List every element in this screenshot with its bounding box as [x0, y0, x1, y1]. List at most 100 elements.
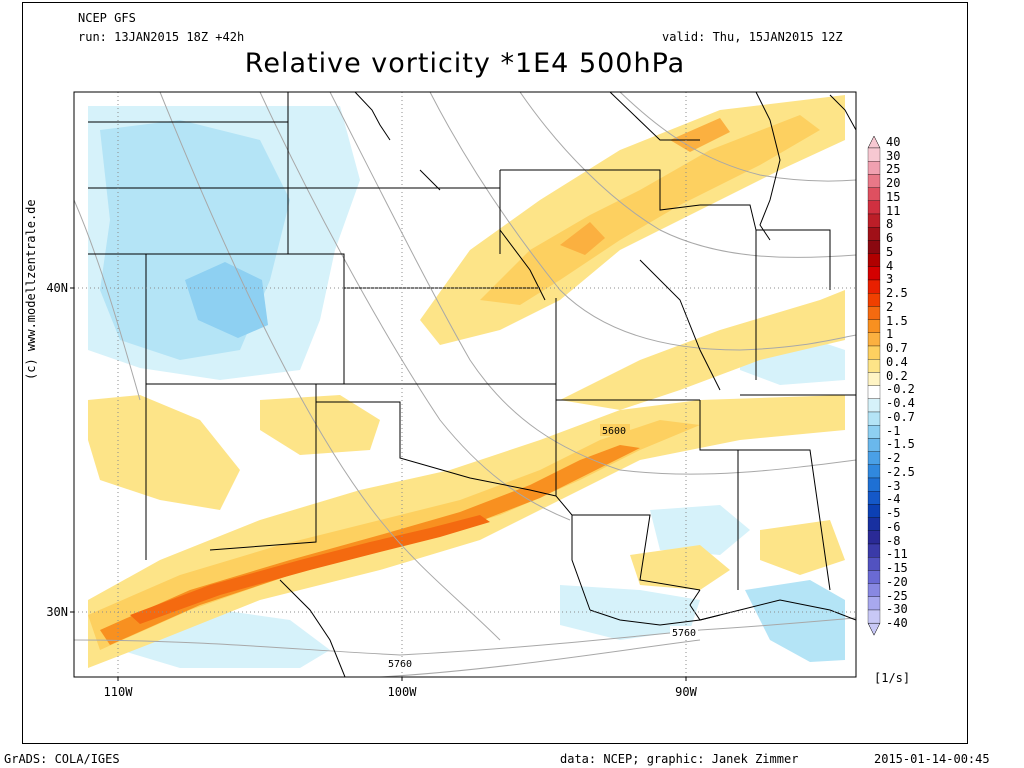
colorbar-tick-label: -30 — [886, 602, 908, 617]
colorbar-tick-label: -1.5 — [886, 437, 915, 452]
colorbar-tick-label: -6 — [886, 519, 901, 534]
colorbar-swatch — [867, 609, 881, 624]
colorbar-tick-label: 11 — [886, 203, 901, 218]
colorbar-tick-label: -11 — [886, 547, 908, 562]
colorbar-swatch — [867, 385, 881, 399]
colorbar-swatch — [867, 530, 881, 545]
colorbar-tick-label: -8 — [886, 533, 901, 548]
colorbar-swatch — [867, 147, 881, 162]
colorbar-swatch — [867, 517, 881, 531]
colorbar-bottom-arrow — [867, 622, 881, 636]
coastlines — [279, 92, 856, 677]
colorbar-tick-label: 0.7 — [886, 341, 908, 356]
map-border — [73, 91, 857, 678]
contour-label-2: 5760 — [388, 659, 412, 670]
colorbar-swatch — [867, 477, 881, 492]
lat-label-40n: 40N — [46, 281, 68, 295]
contour-label-bg-1 — [600, 424, 630, 436]
positive-vorticity-northeast-core — [480, 115, 820, 305]
colorbar-tick-label: -0.7 — [886, 409, 915, 424]
contour-label-bg-2 — [386, 657, 414, 669]
colorbar-tick-label: 1.5 — [886, 313, 908, 328]
colorbar-swatch — [867, 319, 881, 333]
colorbar-swatch — [867, 411, 881, 426]
colorbar-swatch — [867, 293, 881, 307]
contour-label-bg-3 — [670, 626, 698, 638]
colorbar-swatch — [867, 491, 881, 505]
contour-label-1: 5600 — [602, 426, 626, 437]
colorbar-tick-label: 3 — [886, 272, 894, 287]
lon-label-110w: 110W — [103, 685, 133, 699]
colorbar-swatch — [867, 570, 881, 584]
colorbar-swatch — [867, 596, 881, 611]
contour-label-3: 5760 — [672, 628, 696, 639]
colorbar-top-arrow — [867, 135, 881, 149]
positive-vorticity-gulf — [630, 520, 845, 590]
positive-vorticity-west — [88, 395, 240, 510]
model-label: NCEP GFS — [78, 11, 136, 25]
colorbar-tick-label: 8 — [886, 217, 894, 232]
colorbar-swatch — [867, 464, 881, 479]
colorbar — [867, 135, 881, 636]
colorbar-swatch — [867, 398, 881, 413]
colorbar-tick-label: -1 — [886, 423, 901, 438]
colorbar-swatch — [867, 359, 881, 373]
colorbar-tick-label: 30 — [886, 148, 901, 163]
colorbar-swatch — [867, 240, 881, 254]
colorbar-swatch — [867, 174, 881, 188]
colorbar-tick-label: -25 — [886, 588, 908, 603]
axis-ticks — [70, 287, 687, 681]
colorbar-tick-label: -2.5 — [886, 464, 915, 479]
colorbar-swatch — [867, 557, 881, 571]
colorbar-swatch — [867, 187, 881, 201]
lon-label-90w: 90W — [675, 685, 697, 699]
footer-center: data: NCEP; graphic: Janek Zimmer — [560, 752, 799, 766]
colorbar-swatch — [867, 266, 881, 281]
negative-vorticity-southeast — [745, 580, 845, 662]
graticule — [74, 92, 856, 677]
footer-right: 2015-01-14-00:45 — [874, 752, 990, 766]
colorbar-tick-label: 40 — [886, 135, 901, 149]
run-label: run: 13JAN2015 18Z +42h — [78, 30, 245, 44]
colorbar-swatch — [867, 504, 881, 518]
units-label: [1/s] — [874, 671, 911, 685]
colorbar-tick-label: 15 — [886, 189, 901, 204]
credit-label: (c) www.modellzentrale.de — [24, 199, 38, 380]
valid-label: valid: Thu, 15JAN2015 12Z — [662, 30, 843, 44]
colorbar-swatch — [867, 583, 881, 597]
colorbar-tick-label: 4 — [886, 258, 894, 273]
colorbar-tick-label: -20 — [886, 574, 908, 589]
colorbar-swatch — [867, 306, 881, 320]
colorbar-swatch — [867, 279, 881, 294]
colorbar-tick-label: -40 — [886, 616, 908, 631]
height-contours — [74, 92, 856, 677]
colorbar-swatch — [867, 200, 881, 215]
colorbar-swatch — [867, 345, 881, 360]
colorbar-swatch — [867, 438, 881, 452]
colorbar-tick-label: 6 — [886, 231, 894, 246]
colorbar-tick-label: -4 — [886, 492, 901, 507]
colorbar-tick-label: -0.2 — [886, 382, 915, 397]
colorbar-tick-label: 0.2 — [886, 368, 908, 383]
positive-vorticity-west-2 — [260, 395, 380, 455]
colorbar-tick-label: -5 — [886, 506, 901, 521]
colorbar-swatch — [867, 253, 881, 267]
colorbar-tick-label: 20 — [886, 176, 901, 191]
negative-vorticity-max — [185, 262, 268, 338]
colorbar-swatch — [867, 332, 881, 347]
colorbar-tick-label: 0.4 — [886, 354, 908, 369]
colorbar-swatch — [867, 372, 881, 386]
state-borders — [88, 92, 856, 611]
lat-label-30n: 30N — [46, 605, 68, 619]
colorbar-swatch — [867, 227, 881, 241]
colorbar-swatch — [867, 543, 881, 558]
colorbar-swatch — [867, 451, 881, 465]
positive-vorticity-southern-outer — [88, 395, 845, 668]
lon-label-100w: 100W — [387, 685, 417, 699]
colorbar-tick-label: 25 — [886, 162, 901, 177]
positive-vorticity-northeast-max — [560, 118, 730, 255]
colorbar-swatch — [867, 161, 881, 175]
colorbar-tick-label: -15 — [886, 561, 908, 576]
colorbar-tick-label: 2.5 — [886, 286, 908, 301]
